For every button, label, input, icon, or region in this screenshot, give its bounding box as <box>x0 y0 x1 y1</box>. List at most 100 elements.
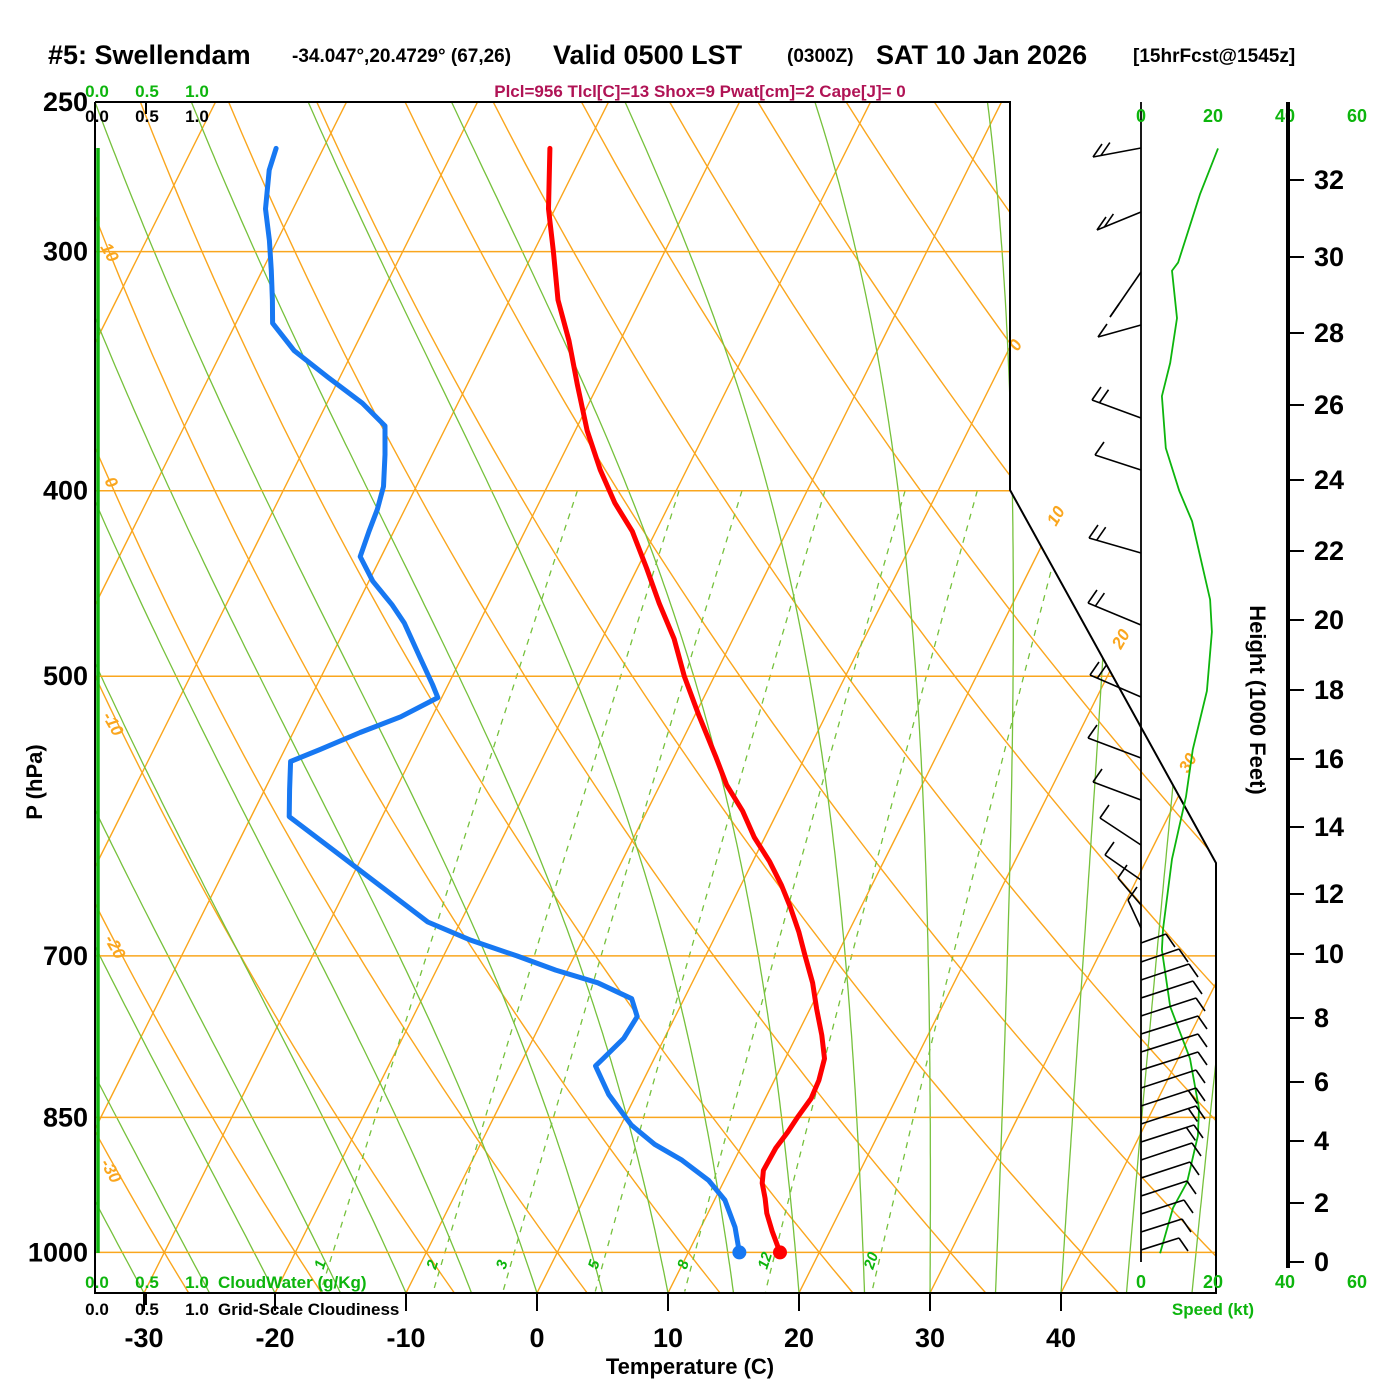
valid-date: SAT 10 Jan 2026 <box>876 40 1088 70</box>
dewpoint-curve-surface-dot <box>732 1245 747 1260</box>
mixing-ratio-3 <box>502 490 743 1292</box>
wind-barb <box>1117 864 1142 906</box>
cloud-scales: 0.0 0.0 0.0 0.0 0.5 0.5 0.5 0.5 1.0 1.0 1.0 1.0 Clou… <box>85 82 399 1319</box>
cloudiness-scale-bottom-0.0: 0.0 <box>85 1300 109 1319</box>
dry-adiabat-label-10: 10 <box>97 240 123 266</box>
temperature-axis-title: Temperature (C) <box>606 1354 774 1379</box>
station-coords: -34.047°,20.4729° (67,26) <box>292 46 512 67</box>
temperature-tick-label-20: 20 <box>784 1323 814 1353</box>
wind-barb <box>1140 948 1189 963</box>
wind-barb <box>1140 980 1203 999</box>
moist-adiabat-40 <box>1060 102 1128 1293</box>
height-tick-label-0: 0 <box>1314 1247 1329 1277</box>
dry-adiabat-0 <box>95 102 588 1293</box>
height-tick-label-24: 24 <box>1314 465 1344 495</box>
wind-barb <box>1140 963 1199 981</box>
wind-barb <box>1140 1237 1189 1252</box>
mixing-ratio-label-20: 20 <box>860 1249 882 1272</box>
isotherm-30 <box>929 102 1216 1293</box>
isotherm--60 <box>95 102 348 1293</box>
moist-adiabat-10 <box>189 102 669 1293</box>
isotherm--10 <box>405 102 1003 1293</box>
dry-adiabat-60 <box>491 102 1216 1293</box>
wind-barb <box>1140 1218 1192 1233</box>
height-tick-label-28: 28 <box>1314 318 1344 348</box>
wind-barb <box>1104 841 1142 881</box>
wind-barb <box>1140 1180 1197 1197</box>
valid-time: Valid 0500 LST <box>553 40 743 70</box>
wind-barb <box>1088 524 1142 554</box>
height-axis-title: Height (1000 Feet) <box>1245 605 1270 795</box>
temperature-tick-label-10: 10 <box>653 1323 683 1353</box>
temperature-tick-label--30: -30 <box>124 1323 163 1353</box>
pressure-tick-label-500: 500 <box>43 661 88 691</box>
isotherm--50 <box>95 102 479 1293</box>
dry-adiabat-10 <box>95 102 721 1293</box>
wind-barb <box>1140 933 1176 948</box>
height-tick-label-18: 18 <box>1314 675 1344 705</box>
dry-adiabat-90 <box>756 102 1216 1293</box>
pressure-tick-label-300: 300 <box>43 237 88 267</box>
wind-barb <box>1140 1124 1204 1143</box>
pressure-axis-title: P (hPa) <box>22 744 47 819</box>
moist-adiabat--5 <box>95 102 473 1293</box>
dewpoint-curve <box>263 145 742 1255</box>
temperature-axis: -30 -20 -10 0 10 20 30 40 Temperature (C) <box>124 102 1076 1379</box>
mixing-ratio-label-2: 2 <box>423 1257 442 1272</box>
speed-tick-top-20: 20 <box>1203 106 1223 126</box>
height-tick-label-32: 32 <box>1314 165 1344 195</box>
moist-adiabat-15 <box>306 102 735 1293</box>
pressure-tick-label-400: 400 <box>43 476 88 506</box>
speed-tick-bottom-60: 60 <box>1347 1272 1367 1292</box>
cloudwater-scale-top-0.5: 0.5 <box>135 82 159 101</box>
cloudwater-axis-title: CloudWater (g/Kg) <box>218 1273 367 1292</box>
moist-adiabat--10 <box>95 102 407 1293</box>
plot-frame <box>94 101 1217 1294</box>
height-tick-label-14: 14 <box>1314 812 1344 842</box>
wind-barb <box>1140 1199 1194 1215</box>
isotherm-40 <box>1060 102 1216 1293</box>
wind-barb <box>1092 768 1142 801</box>
pressure-tick-label-700: 700 <box>43 941 88 971</box>
cloudiness-axis-title: Grid-Scale Cloudiness <box>218 1300 399 1319</box>
mixing-ratio-label-1: 1 <box>311 1258 330 1271</box>
mixing-ratio-8 <box>684 490 906 1292</box>
isotherm--20 <box>274 102 872 1293</box>
wind-barb <box>1092 142 1142 158</box>
moist-adiabat--20 <box>95 102 276 1293</box>
wind-barb <box>1140 997 1206 1017</box>
wind-barb <box>1109 271 1142 318</box>
speed-tick-bottom-40: 40 <box>1275 1272 1295 1292</box>
mixing-ratio-5 <box>594 490 826 1292</box>
wind-barb <box>1140 1015 1208 1035</box>
wind-barb <box>1096 211 1142 231</box>
mixing-ratio-label-5: 5 <box>585 1257 604 1271</box>
mixing-ratio-label-8: 8 <box>674 1257 693 1271</box>
isotherm-label-10: 10 <box>1043 503 1069 529</box>
moist-adiabat-5 <box>95 102 604 1293</box>
moist-adiabat-0 <box>95 102 538 1293</box>
mixing-ratio-label-12: 12 <box>755 1249 777 1271</box>
temperature-tick-label--20: -20 <box>255 1323 294 1353</box>
height-tick-label-6: 6 <box>1314 1067 1329 1097</box>
cloudwater-scale-top-1.0: 1.0 <box>185 82 209 101</box>
cloudiness-scale-bottom-1.0: 1.0 <box>185 1300 209 1319</box>
wind-barb <box>1099 804 1142 846</box>
wind-barb <box>1087 724 1142 759</box>
isotherm-label-20: 20 <box>1108 626 1135 653</box>
height-tick-label-26: 26 <box>1314 390 1344 420</box>
wind-barb <box>1087 589 1142 626</box>
temperature-curve <box>546 145 827 1255</box>
wind-barb <box>1089 661 1142 698</box>
wind-barb <box>1127 886 1142 929</box>
speed-tick-top-0: 0 <box>1136 106 1146 126</box>
cloudwater-scale-bottom-1.0: 1.0 <box>185 1273 209 1292</box>
wind-barb <box>1140 1087 1206 1107</box>
mixing-ratio-12 <box>764 490 978 1292</box>
dry-adiabat--20 <box>95 102 323 1293</box>
height-tick-label-22: 22 <box>1314 536 1344 566</box>
plot-boundary <box>94 101 1217 1294</box>
